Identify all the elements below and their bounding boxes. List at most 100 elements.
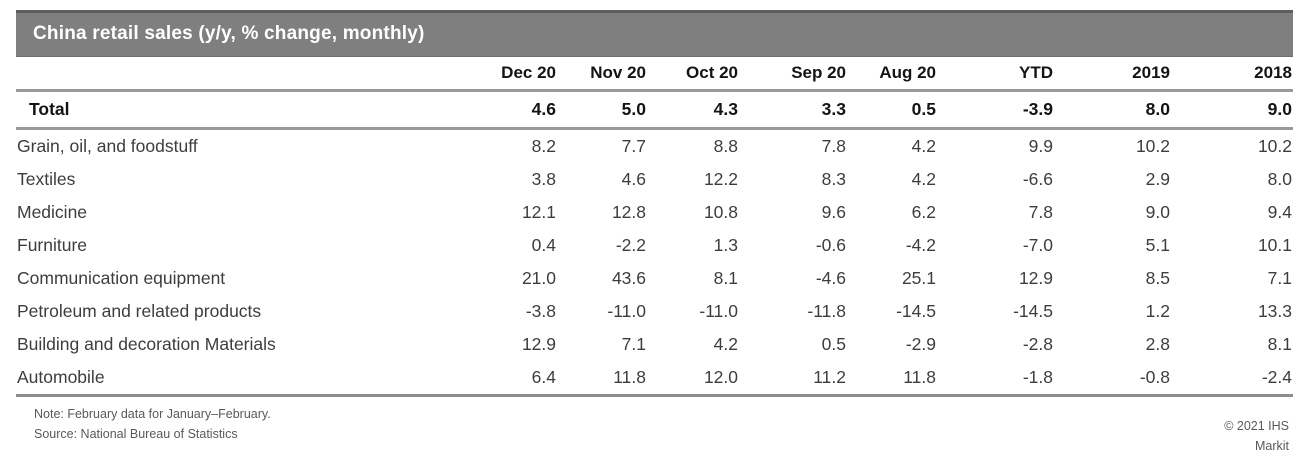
copyright-line1: © 2021 IHS <box>1224 419 1289 433</box>
cell-value: -11.0 <box>607 301 646 321</box>
row-label: Automobile <box>16 361 457 397</box>
cell-value: 4.2 <box>911 136 936 156</box>
cell-value: -2.2 <box>615 235 646 255</box>
cell-value: 9.9 <box>1028 136 1053 156</box>
row-label-header <box>16 57 457 92</box>
column-header-ytd: YTD <box>937 57 1054 92</box>
table-title-bar: China retail sales (y/y, % change, month… <box>16 10 1293 57</box>
cell-value: -2.8 <box>1022 334 1053 354</box>
cell-value: 8.3 <box>821 169 846 189</box>
cell-value: -11.8 <box>807 301 846 321</box>
cell-value: 3.3 <box>739 90 847 130</box>
cell-value: -14.5 <box>1013 301 1053 321</box>
row-label: Total <box>16 90 457 130</box>
cell-value: 12.8 <box>611 202 646 222</box>
cell-value: 7.8 <box>821 136 846 156</box>
cell-value: -14.5 <box>896 301 936 321</box>
column-header-row: Dec 20 Nov 20 Oct 20 Sep 20 Aug 20 YTD 2… <box>16 57 1293 92</box>
table-row-automobile: Automobile 6.4 11.8 12.0 11.2 11.8 -1.8 … <box>16 361 1293 397</box>
table-title: China retail sales (y/y, % change, month… <box>33 23 425 44</box>
column-header-2018: 2018 <box>1171 57 1293 92</box>
cell-value: 2.9 <box>1145 169 1170 189</box>
table-row-furniture: Furniture 0.4 -2.2 1.3 -0.6 -4.2 -7.0 5.… <box>16 229 1293 262</box>
cell-value: 10.2 <box>1257 136 1292 156</box>
table-row-grain-oil-foodstuff: Grain, oil, and foodstuff 8.2 7.7 8.8 7.… <box>16 129 1293 164</box>
cell-value: 9.0 <box>1145 202 1170 222</box>
table-row-textiles: Textiles 3.8 4.6 12.2 8.3 4.2 -6.6 2.9 8… <box>16 163 1293 196</box>
cell-value: -11.0 <box>699 301 738 321</box>
cell-value: 10.8 <box>703 202 738 222</box>
cell-value: 9.4 <box>1267 202 1292 222</box>
cell-value: -3.8 <box>525 301 556 321</box>
cell-value: 10.1 <box>1257 235 1292 255</box>
row-label: Textiles <box>17 169 76 189</box>
cell-value: 7.1 <box>1267 268 1292 288</box>
cell-value: 8.1 <box>713 268 738 288</box>
cell-value: 12.9 <box>521 334 556 354</box>
cell-value: 3.8 <box>531 169 556 189</box>
cell-value: 4.6 <box>457 90 557 130</box>
table-row-petroleum: Petroleum and related products -3.8 -11.… <box>16 295 1293 328</box>
cell-value: 7.7 <box>621 136 646 156</box>
cell-value: 9.6 <box>821 202 846 222</box>
retail-sales-table: Dec 20 Nov 20 Oct 20 Sep 20 Aug 20 YTD 2… <box>16 57 1293 397</box>
cell-value: -2.9 <box>905 334 936 354</box>
column-header-sep20: Sep 20 <box>739 57 847 92</box>
column-header-nov20: Nov 20 <box>557 57 647 92</box>
cell-value: -2.4 <box>1171 361 1293 397</box>
cell-value: 4.2 <box>713 334 738 354</box>
column-header-aug20: Aug 20 <box>847 57 937 92</box>
cell-value: 0.4 <box>531 235 556 255</box>
column-header-2019: 2019 <box>1054 57 1171 92</box>
cell-value: 7.1 <box>621 334 646 354</box>
cell-value: 8.5 <box>1145 268 1170 288</box>
cell-value: -4.2 <box>905 235 936 255</box>
cell-value: 11.8 <box>847 361 937 397</box>
column-header-oct20: Oct 20 <box>647 57 739 92</box>
table-row-total: Total 4.6 5.0 4.3 3.3 0.5 -3.9 8.0 9.0 <box>16 90 1293 130</box>
cell-value: 12.1 <box>521 202 556 222</box>
note-text: Note: February data for January–February… <box>34 407 271 421</box>
cell-value: 8.0 <box>1267 169 1292 189</box>
cell-value: 10.2 <box>1135 136 1170 156</box>
cell-value: 4.2 <box>911 169 936 189</box>
cell-value: 12.9 <box>1018 268 1053 288</box>
cell-value: 1.2 <box>1145 301 1170 321</box>
cell-value: 4.6 <box>621 169 646 189</box>
cell-value: 21.0 <box>521 268 556 288</box>
cell-value: -6.6 <box>1022 169 1053 189</box>
column-header-dec20: Dec 20 <box>457 57 557 92</box>
footer: Note: February data for January–February… <box>16 397 1293 456</box>
cell-value: 2.8 <box>1145 334 1170 354</box>
cell-value: 0.5 <box>847 90 937 130</box>
footer-notes: Note: February data for January–February… <box>34 404 271 444</box>
row-label: Building and decoration Materials <box>17 334 276 354</box>
row-label: Communication equipment <box>17 268 226 288</box>
cell-value: -0.6 <box>815 235 846 255</box>
cell-value: -3.9 <box>937 90 1054 130</box>
cell-value: 9.0 <box>1171 90 1293 130</box>
cell-value: 8.2 <box>531 136 556 156</box>
cell-value: 11.8 <box>557 361 647 397</box>
table-row-communication-equipment: Communication equipment 21.0 43.6 8.1 -4… <box>16 262 1293 295</box>
row-label: Petroleum and related products <box>17 301 262 321</box>
cell-value: 13.3 <box>1257 301 1292 321</box>
cell-value: 7.8 <box>1028 202 1053 222</box>
cell-value: 8.1 <box>1267 334 1292 354</box>
cell-value: 5.1 <box>1145 235 1170 255</box>
row-label: Furniture <box>17 235 88 255</box>
source-text: Source: National Bureau of Statistics <box>34 427 238 441</box>
cell-value: -7.0 <box>1022 235 1053 255</box>
table-row-building-decoration: Building and decoration Materials 12.9 7… <box>16 328 1293 361</box>
cell-value: 8.8 <box>713 136 738 156</box>
copyright-line2: Markit <box>1254 439 1289 453</box>
cell-value: 4.3 <box>647 90 739 130</box>
cell-value: 43.6 <box>611 268 646 288</box>
cell-value: 1.3 <box>713 235 738 255</box>
cell-value: 8.0 <box>1054 90 1171 130</box>
cell-value: 0.5 <box>821 334 846 354</box>
copyright: © 2021 IHS Markit <box>1224 404 1289 456</box>
cell-value: 12.0 <box>647 361 739 397</box>
row-label: Grain, oil, and foodstuff <box>17 136 198 156</box>
